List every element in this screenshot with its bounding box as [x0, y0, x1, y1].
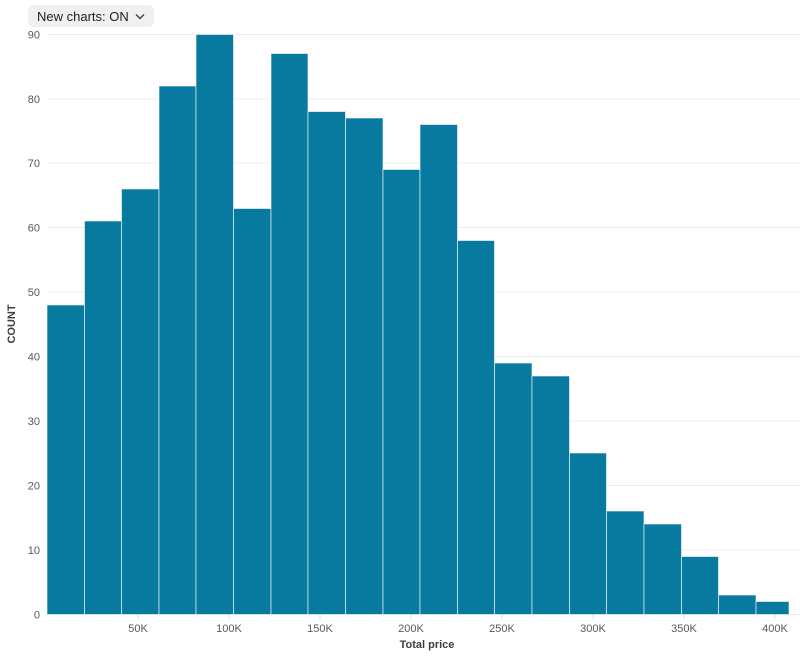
x-tick-label: 300K [580, 623, 606, 635]
y-tick-label: 50 [28, 287, 40, 299]
x-axis-title: Total price [400, 639, 455, 651]
new-charts-toggle-label: New charts: ON [37, 8, 129, 24]
x-tick-label: 250K [489, 623, 515, 635]
histogram-bar[interactable] [643, 523, 682, 615]
new-charts-toggle[interactable]: New charts: ON [28, 5, 154, 27]
x-tick-label: 400K [762, 623, 788, 635]
y-axis: 0 10 20 30 40 50 60 70 80 90 [28, 29, 40, 621]
toolbar: New charts: ON [28, 5, 154, 27]
histogram-bar[interactable] [233, 207, 272, 615]
x-tick-label: 200K [398, 623, 424, 635]
y-tick-label: 10 [28, 545, 40, 557]
y-tick-label: 0 [34, 609, 40, 621]
y-tick-label: 90 [28, 29, 40, 41]
y-axis-title: COUNT [6, 304, 18, 343]
x-tick-label: 350K [671, 623, 697, 635]
histogram-bar[interactable] [606, 510, 645, 615]
histogram-bar[interactable] [382, 169, 421, 615]
histogram-bar[interactable] [158, 85, 197, 615]
histogram-bar[interactable] [307, 111, 347, 615]
histogram-bar[interactable] [531, 375, 570, 615]
y-tick-label: 70 [28, 158, 40, 170]
histogram-bar[interactable] [568, 452, 608, 615]
histogram-bar[interactable] [46, 304, 85, 615]
y-tick-label: 30 [28, 416, 40, 428]
histogram-bar[interactable] [456, 240, 496, 615]
histogram-bar[interactable] [680, 555, 720, 615]
histogram-bar[interactable] [494, 362, 533, 615]
y-tick-label: 60 [28, 223, 40, 235]
y-tick-label: 80 [28, 94, 40, 106]
chevron-down-icon [135, 13, 145, 19]
histogram-bar[interactable] [270, 53, 309, 615]
histogram-bar[interactable] [121, 188, 160, 615]
histogram-bar[interactable] [755, 600, 790, 615]
x-tick-label: 50K [128, 623, 148, 635]
x-tick-label: 150K [307, 623, 333, 635]
histogram-bar[interactable] [718, 594, 757, 615]
histogram-bars [46, 33, 790, 615]
histogram-bar[interactable] [345, 117, 384, 615]
x-tick-label: 100K [216, 623, 242, 635]
x-axis: 50K 100K 150K 200K 250K 300K 350K 400K [128, 614, 789, 635]
y-tick-label: 40 [28, 352, 40, 364]
histogram-bar[interactable] [195, 33, 234, 615]
y-tick-label: 20 [28, 480, 40, 492]
histogram-bar[interactable] [419, 124, 458, 615]
histogram-bar[interactable] [83, 220, 123, 615]
